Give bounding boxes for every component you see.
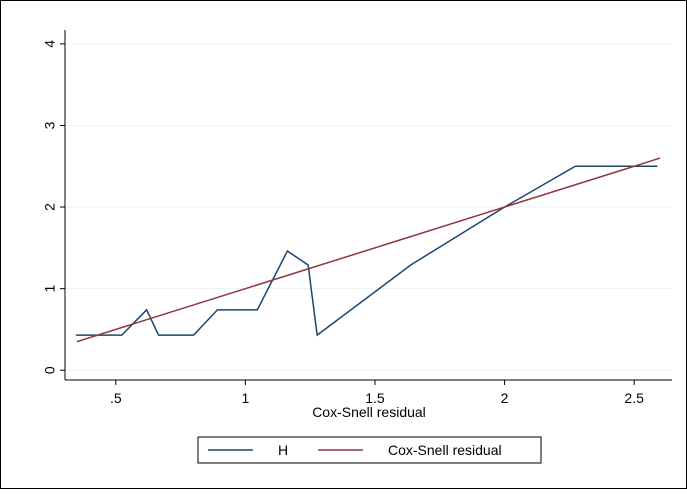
y-tick-label: 3 [42,121,58,129]
legend-label: H [278,442,288,458]
page: {"chart_data": {"type": "line", "x_label… [0,0,687,494]
x-axis-title: Cox-Snell residual [312,404,426,420]
legend-label: Cox-Snell residual [388,442,502,458]
x-tick-label: 2 [501,390,509,406]
y-tick-label: 0 [42,366,58,374]
x-tick-label: 2.5 [624,390,644,406]
y-tick-label: 4 [42,40,58,48]
y-tick-label: 2 [42,203,58,211]
x-tick-label: .5 [110,390,122,406]
chart: Cox-Snell residual 0 1 2 3 4 .5 1 1.5 2 2.5 H Cox-S… [0,0,687,489]
x-tick-label: 1.5 [365,390,385,406]
x-tick-label: 1 [241,390,249,406]
y-tick-label: 1 [42,285,58,293]
